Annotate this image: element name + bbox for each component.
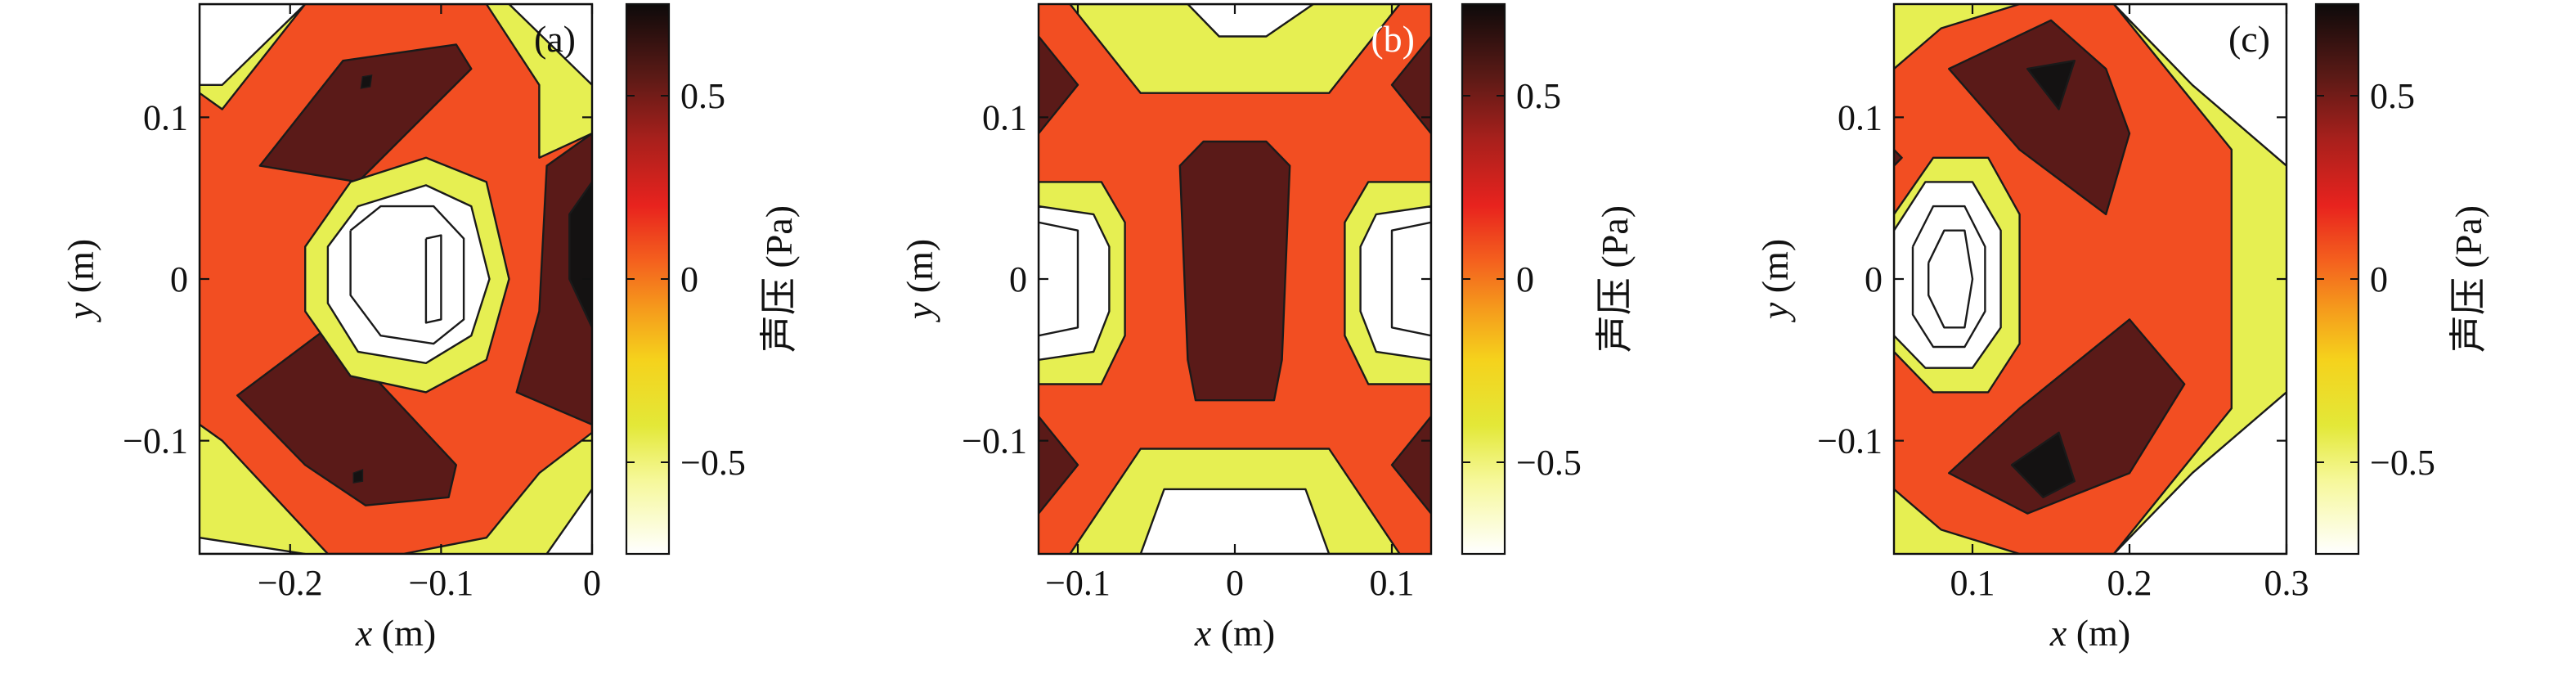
contour-region-black — [568, 181, 592, 329]
contour-line — [1927, 229, 1974, 329]
x-tick-label: −0.1 — [1045, 563, 1111, 603]
contour-region-black — [2010, 431, 2076, 498]
contour-region-white — [2112, 4, 2287, 167]
panel-label: (c) — [2228, 18, 2270, 60]
x-axis-title: x (m) — [2049, 612, 2130, 654]
contour-line — [1911, 205, 1986, 349]
panel-b: −0.1 0 0.1 0.1 0 −0.1 x (m) y (m) (b) 0.5 0 −0.5 声压 … — [899, 2, 1636, 654]
colorbar-tick-label: 0 — [2370, 259, 2388, 299]
contour-line — [1039, 221, 1079, 337]
contour-region-white — [1039, 205, 1111, 361]
x-tick-label: 0.3 — [2264, 563, 2309, 603]
y-tick-label: 0 — [1865, 259, 1883, 299]
contour-region-white — [1187, 4, 1315, 38]
y-axis-title: y (m) — [899, 239, 940, 322]
x-tick-label: −0.2 — [258, 563, 323, 603]
contour-region-dark — [1390, 35, 1431, 135]
colorbar-tick-label: 0.5 — [1516, 76, 1561, 116]
contour-region-white — [1359, 205, 1431, 361]
x-axis-title: x (m) — [1194, 612, 1275, 654]
contour-region-white — [1894, 181, 2002, 369]
y-tick-label: −0.1 — [962, 421, 1027, 461]
y-tick-label: −0.1 — [123, 421, 188, 461]
contour-peak — [360, 74, 373, 89]
colorbar-tick-label: −0.5 — [2370, 443, 2435, 483]
colorbar-tick-label: 0.5 — [680, 76, 725, 116]
contour-peak — [352, 469, 364, 484]
contour-plot — [1039, 4, 1431, 554]
contour-region-black — [2026, 59, 2076, 110]
y-tick-label: −0.1 — [1817, 421, 1883, 461]
contour-region-dark — [1947, 318, 2186, 515]
panel-a: −0.2 −0.1 0 0.1 0 −0.1 x (m) y (m) (a) 0.5 0 −0.5 声压… — [60, 2, 800, 654]
y-axis-title: y (m) — [1754, 239, 1796, 322]
colorbar-title: 声压 (Pa) — [758, 205, 800, 353]
y-tick-label: 0.1 — [982, 97, 1027, 137]
colorbar-tick-label: 0.5 — [2370, 76, 2415, 116]
panel-label: (b) — [1371, 18, 1415, 60]
contour-plot — [200, 4, 592, 554]
x-tick-label: 0.1 — [1950, 563, 1995, 603]
x-tick-label: 0 — [583, 563, 601, 603]
contour-line — [424, 234, 442, 324]
x-tick-label: −0.1 — [408, 563, 473, 603]
contour-region-dark — [1947, 19, 2131, 216]
x-tick-label: 0.2 — [2107, 563, 2152, 603]
colorbar-title: 声压 (Pa) — [2448, 205, 2489, 353]
panel-c: 0.1 0.2 0.3 0.1 0 −0.1 x (m) y (m) (c) 0.5 0 −0.5 声压… — [1754, 2, 2489, 654]
contour-line — [1390, 221, 1431, 337]
contour-region-white — [2112, 391, 2287, 554]
contour-region-dark — [1178, 140, 1291, 402]
contour-line — [349, 205, 465, 345]
contour-region-white — [200, 537, 307, 554]
contour-region-dark — [1894, 148, 1903, 167]
contour-plot — [1894, 4, 2287, 554]
contour-region-white — [200, 4, 307, 87]
contour-region-dark — [258, 43, 473, 183]
colorbar-tick-label: 0 — [1516, 259, 1534, 299]
panel-label: (a) — [534, 18, 576, 60]
contour-region-yellow — [1069, 4, 1401, 94]
colorbar-title: 声压 (Pa) — [1594, 205, 1636, 353]
colorbar-tick-label: 0 — [680, 259, 698, 299]
y-axis-title: y (m) — [60, 239, 101, 322]
y-tick-label: 0 — [170, 259, 188, 299]
y-tick-label: 0 — [1009, 259, 1027, 299]
y-tick-label: 0.1 — [1838, 97, 1883, 137]
contour-region-dark — [515, 132, 592, 426]
colorbar-tick-label: −0.5 — [680, 443, 746, 483]
y-tick-label: 0.1 — [143, 97, 188, 137]
x-tick-label: 0.1 — [1370, 563, 1415, 603]
x-axis-title: x (m) — [355, 612, 436, 654]
x-tick-label: 0 — [1226, 563, 1244, 603]
contour-region-dark — [1039, 35, 1079, 135]
contour-region-white — [508, 4, 592, 87]
colorbar-tick-label: −0.5 — [1516, 443, 1582, 483]
contour-region-white — [1139, 488, 1331, 554]
contour-region-white — [545, 488, 592, 554]
